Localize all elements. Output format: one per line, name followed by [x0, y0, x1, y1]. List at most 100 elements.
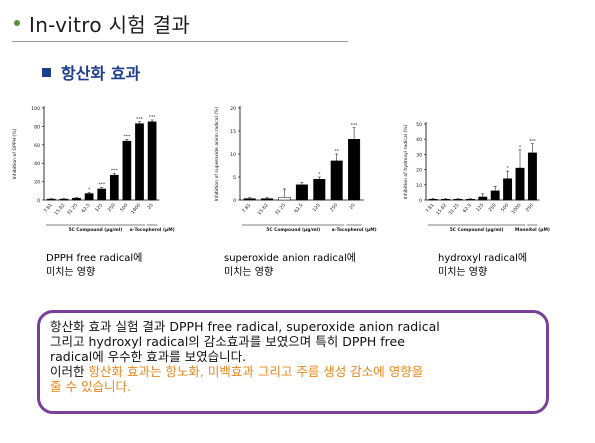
x-tick-label: 62.5 — [80, 202, 91, 214]
x-tick-label: 7.81 — [43, 202, 54, 214]
y-axis-label: Inhibition of DPPH (%) — [12, 128, 18, 179]
x-tick-label: 250 — [107, 202, 117, 213]
y-tick-label: 10 — [416, 183, 422, 189]
group-label: Mannitol (μM) — [515, 227, 550, 233]
x-tick-label: 31.25 — [274, 202, 287, 216]
x-tick-label: 7.81 — [425, 202, 436, 214]
y-tick-label: 30 — [416, 152, 422, 158]
superoxide-caption: superoxide anion radical에 미치는 영향 — [224, 252, 356, 280]
dpph-chart: 0 20 40 60 80 100 Inhibition of DPPH (%) 7.81 15… — [12, 106, 175, 233]
significance-label: *** — [149, 114, 157, 120]
caption-line: 미치는 영향 — [438, 267, 488, 278]
bar — [147, 121, 157, 201]
x-tick-label: 125 — [475, 202, 485, 213]
group-label: α-Tocopherol (μM) — [130, 227, 175, 233]
summary-box: 항산화 효과 실험 결과 DPPH free radical, superoxi… — [37, 310, 549, 414]
significance-label: * — [506, 166, 509, 172]
title-row: In-vitro 시험 결과 — [14, 8, 190, 38]
x-tick-label: 1000 — [510, 202, 522, 215]
y-tick-label: 50 — [416, 122, 422, 128]
significance-label: * — [519, 144, 522, 150]
bar — [313, 179, 326, 201]
bar — [515, 167, 525, 201]
x-tick-label: 25 — [348, 202, 356, 210]
group-label: 5C Compound (μg/ml) — [266, 227, 320, 233]
summary-line: 항산화 효과 실험 결과 DPPH free radical, superoxi… — [50, 319, 440, 334]
caption-line: 미치는 영향 — [224, 267, 274, 278]
caption-line: DPPH free radical에 — [46, 253, 143, 264]
significance-label: *** — [351, 122, 359, 128]
caption-line: hydroxyl radical에 — [438, 253, 528, 264]
y-tick-label: 0 — [37, 198, 40, 204]
y-tick-label: 0 — [233, 198, 236, 204]
summary-line: 그리고 hydroxyl radical의 감소효과를 보였으며 특히 DPPH… — [50, 334, 405, 349]
bar — [243, 198, 256, 201]
navy-square-icon — [42, 67, 51, 77]
y-tick-label: 20 — [416, 168, 422, 174]
significance-label: * — [318, 172, 321, 178]
x-tick-label: 31.25 — [66, 202, 79, 216]
green-dot-icon — [14, 20, 20, 26]
x-tick-label: 62.5 — [293, 202, 304, 214]
superoxide-chart: 0 5 10 15 20 Inhibition of superoxide anion r… — [214, 106, 377, 233]
caption-line: superoxide anion radical에 — [224, 253, 356, 264]
bar — [122, 140, 132, 201]
significance-label: * — [88, 187, 91, 193]
bar — [348, 139, 361, 201]
summary-line: 이러한 항산화 효과는 항노화, 미백효과 그리고 주름 생성 감소에 영향을 — [50, 364, 536, 379]
significance-label: *** — [123, 134, 131, 140]
section-title: 항산화 효과 — [61, 64, 141, 83]
summary-text: 이러한 — [50, 364, 89, 379]
group-label: 5C Compound (μg/ml) — [69, 227, 123, 233]
x-tick-label: 7.81 — [241, 202, 252, 214]
x-tick-label: 15.62 — [53, 202, 66, 216]
section-heading: 항산화 효과 — [42, 60, 140, 84]
significance-label: *** — [529, 138, 537, 144]
hydroxyl-caption: hydroxyl radical에 미치는 영향 — [438, 252, 527, 280]
bar — [527, 152, 537, 201]
x-tick-label: 15.62 — [435, 202, 448, 216]
bar — [261, 198, 274, 201]
summary-line: radical에 우수한 효과를 보였습니다. — [50, 349, 247, 364]
title-divider — [12, 41, 348, 42]
x-tick-label: 125 — [312, 202, 322, 213]
y-tick-label: 40 — [416, 137, 422, 143]
bar — [84, 193, 94, 201]
significance-label: *** — [98, 182, 106, 188]
bar — [135, 123, 144, 201]
bar — [441, 198, 451, 201]
y-tick-label: 40 — [34, 161, 40, 167]
bar — [503, 178, 513, 201]
bar — [109, 174, 119, 201]
x-tick-label: 250 — [329, 202, 339, 213]
group-label: 5C Compound (μg/ml) — [450, 227, 504, 233]
bar — [453, 198, 463, 201]
bar — [478, 196, 488, 201]
y-tick-label: 80 — [34, 124, 40, 130]
bar — [295, 184, 308, 201]
summary-highlight: 줄 수 있습니다. — [50, 379, 131, 394]
bar — [59, 198, 69, 201]
bar — [465, 198, 475, 201]
dpph-caption: DPPH free radical에 미치는 영향 — [46, 252, 142, 280]
bar — [330, 160, 343, 201]
y-tick-label: 15 — [230, 129, 236, 135]
x-tick-label: 500 — [119, 202, 129, 213]
y-tick-label: 20 — [230, 106, 236, 112]
x-tick-label: 31.25 — [447, 202, 460, 216]
caption-line: 미치는 영향 — [46, 267, 96, 278]
significance-label: *** — [111, 168, 119, 174]
y-tick-label: 5 — [233, 175, 236, 181]
y-axis-label: Inhibition of hydroxyl radical (%) — [403, 124, 409, 199]
x-tick-label: 62.5 — [462, 202, 473, 214]
y-tick-label: 20 — [34, 180, 40, 186]
bar — [97, 188, 107, 201]
bar — [490, 190, 500, 201]
significance-label: ** — [334, 149, 339, 155]
significance-label: *** — [136, 116, 144, 122]
x-tick-label: 125 — [94, 202, 104, 213]
y-tick-label: 0 — [419, 198, 422, 204]
x-tick-label: 500 — [500, 202, 510, 213]
bar — [46, 198, 56, 201]
x-tick-label: 250 — [487, 202, 497, 213]
